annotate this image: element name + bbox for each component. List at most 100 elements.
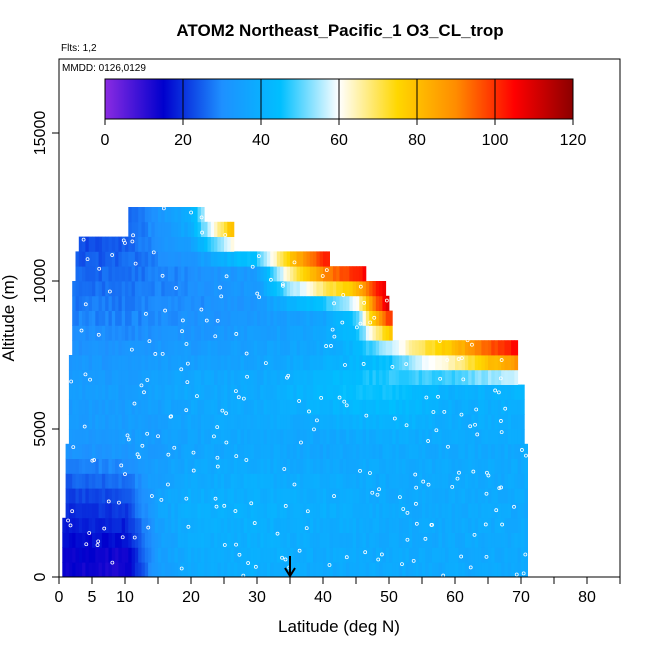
heatmap-cell: [405, 355, 410, 371]
heatmap-cell: [207, 295, 212, 311]
heatmap-cell: [220, 384, 225, 400]
heatmap-cell: [346, 369, 350, 385]
heatmap-cell: [230, 399, 235, 415]
heatmap-cell: [141, 414, 146, 430]
heatmap-cell: [412, 503, 416, 519]
heatmap-cell: [425, 369, 429, 385]
heatmap-cell: [504, 517, 509, 533]
heatmap-cell: [448, 355, 453, 371]
heatmap-cell: [365, 473, 370, 489]
heatmap-cell: [352, 429, 357, 445]
heatmap-cell: [227, 458, 231, 474]
heatmap-cell: [204, 488, 208, 504]
heatmap-cell: [158, 207, 162, 223]
heatmap-cell: [154, 399, 159, 415]
heatmap-cell: [98, 562, 103, 578]
sample-point: [304, 526, 309, 531]
heatmap-cell: [418, 414, 423, 430]
heatmap-cell: [75, 443, 80, 459]
heatmap-cell: [293, 281, 297, 297]
heatmap-cell: [92, 384, 96, 400]
heatmap-cell: [491, 547, 495, 563]
heatmap-cell: [131, 340, 136, 356]
heatmap-cell: [82, 429, 86, 445]
heatmap-cell: [125, 547, 129, 563]
heatmap-cell: [78, 340, 83, 356]
heatmap-cell: [290, 562, 294, 578]
sample-point: [392, 416, 397, 421]
sample-point: [424, 395, 429, 400]
heatmap-cell: [227, 310, 231, 326]
heatmap-cell: [125, 443, 129, 459]
heatmap-cell: [108, 384, 113, 400]
heatmap-cell: [263, 340, 268, 356]
heatmap-cell: [118, 369, 123, 385]
heatmap-cell: [445, 369, 449, 385]
heatmap-cell: [144, 532, 149, 548]
heatmap-cell: [148, 562, 152, 578]
heatmap-cell: [151, 414, 156, 430]
heatmap-cell: [422, 355, 426, 371]
heatmap-cell: [488, 369, 492, 385]
heatmap-cell: [210, 340, 215, 356]
sample-point: [234, 542, 238, 547]
heatmap-cell: [197, 547, 202, 563]
heatmap-cell: [187, 369, 192, 385]
heatmap-cell: [412, 384, 416, 400]
heatmap-cell: [161, 517, 165, 533]
heatmap-cell: [356, 458, 360, 474]
heatmap-cell: [141, 562, 146, 578]
heatmap-cell: [336, 340, 340, 356]
heatmap-cell: [68, 473, 73, 489]
heatmap-cell: [270, 488, 274, 504]
heatmap-cell: [95, 443, 99, 459]
heatmap-cell: [181, 266, 185, 282]
heatmap-cell: [191, 251, 195, 267]
heatmap-cell: [507, 562, 512, 578]
heatmap-cell: [392, 355, 396, 371]
heatmap-cell: [276, 473, 281, 489]
heatmap-cell: [428, 369, 433, 385]
heatmap-cell: [85, 369, 90, 385]
colorbar-tick-label: 100: [482, 132, 509, 149]
heatmap-cell: [484, 562, 489, 578]
heatmap-cell: [184, 295, 189, 311]
heatmap-cell: [233, 281, 238, 297]
heatmap-cell: [148, 547, 152, 563]
heatmap-cell: [68, 414, 73, 430]
heatmap-cell: [210, 414, 215, 430]
heatmap-cell: [313, 443, 317, 459]
heatmap-cell: [101, 281, 106, 297]
heatmap-cell: [82, 355, 86, 371]
heatmap-cell: [164, 429, 169, 445]
heatmap-cell: [451, 503, 456, 519]
heatmap-cell: [204, 532, 208, 548]
heatmap-cell: [65, 488, 70, 504]
heatmap-cell: [164, 562, 169, 578]
heatmap-cell: [313, 355, 317, 371]
heatmap-cell: [78, 532, 83, 548]
heatmap-cell: [293, 340, 297, 356]
heatmap-cell: [257, 281, 261, 297]
heatmap-cell: [435, 562, 439, 578]
heatmap-cell: [240, 340, 245, 356]
heatmap-cell: [382, 503, 387, 519]
heatmap-cell: [174, 429, 179, 445]
heatmap-cell: [362, 414, 367, 430]
heatmap-cell: [144, 443, 149, 459]
heatmap-cell: [95, 236, 99, 252]
heatmap-cell: [181, 369, 185, 385]
heatmap-cell: [144, 355, 149, 371]
heatmap-cell: [243, 295, 248, 311]
heatmap-cell: [326, 340, 330, 356]
heatmap-cell: [418, 399, 423, 415]
heatmap-cell: [214, 488, 218, 504]
heatmap-cell: [280, 429, 284, 445]
heatmap-cell: [72, 443, 76, 459]
heatmap-cell: [431, 429, 436, 445]
heatmap-cell: [92, 429, 96, 445]
heatmap-cell: [326, 399, 330, 415]
heatmap-cell: [257, 399, 261, 415]
heatmap-cell: [171, 429, 175, 445]
heatmap-cell: [491, 517, 495, 533]
